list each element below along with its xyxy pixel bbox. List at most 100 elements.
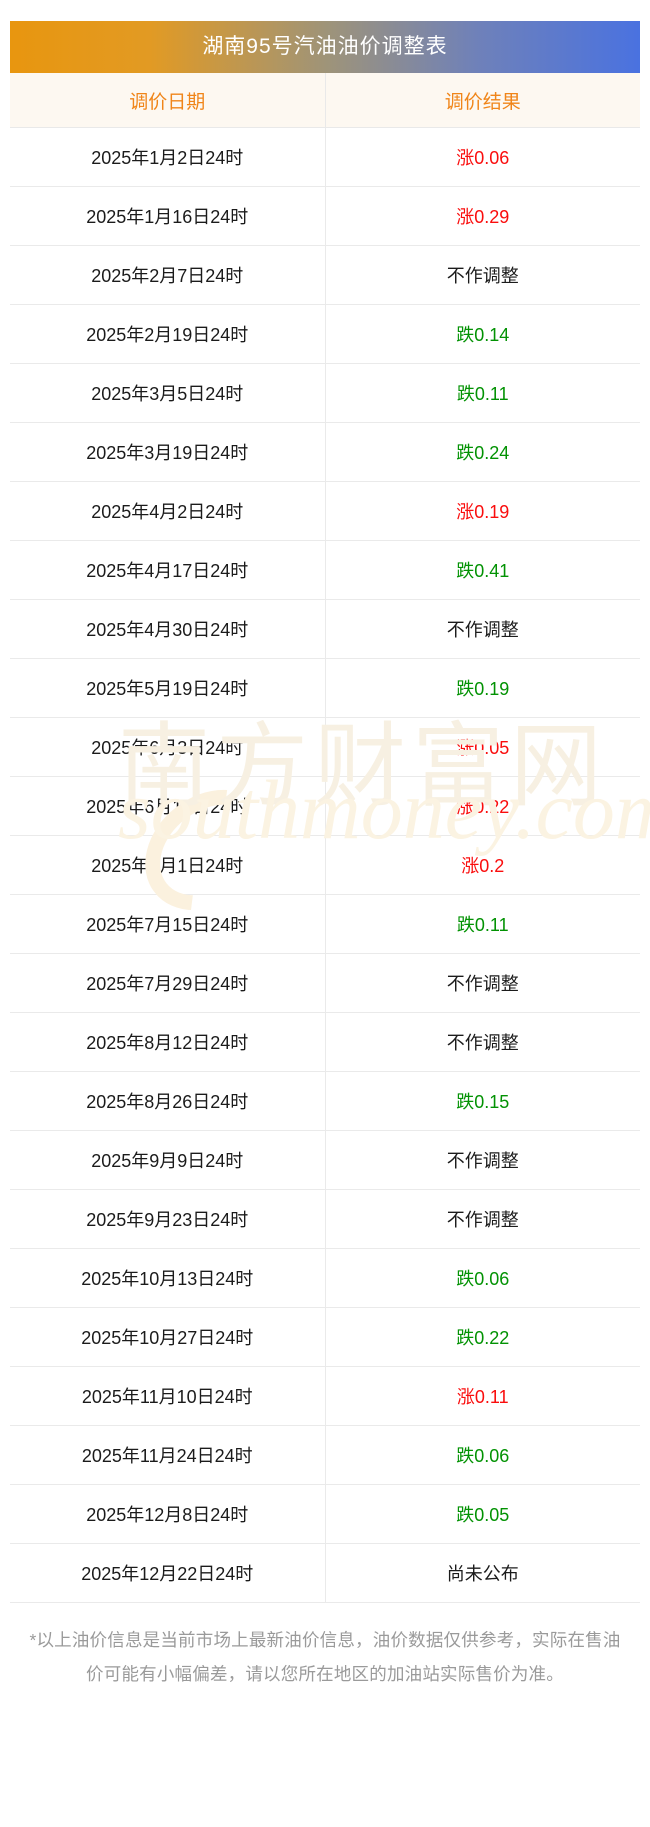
table-row: 2025年2月7日24时 不作调整 [10, 245, 640, 305]
result-value: 涨0.06 [456, 148, 510, 168]
cell-result: 涨0.11 [325, 1366, 640, 1426]
result-value: 跌0.14 [456, 325, 510, 345]
cell-date: 2025年3月19日24时 [10, 422, 326, 482]
table-row: 2025年5月19日24时 跌0.19 [10, 658, 640, 718]
result-value: 跌0.22 [456, 1328, 510, 1348]
cell-date: 2025年4月2日24时 [10, 481, 326, 541]
result-value: 跌0.06 [456, 1269, 510, 1289]
cell-date: 2025年6月17日24时 [10, 776, 326, 836]
cell-date: 2025年7月1日24时 [10, 835, 326, 895]
cell-result: 跌0.05 [325, 1484, 640, 1544]
cell-date: 2025年11月24日24时 [10, 1425, 326, 1485]
table-row: 2025年6月17日24时 涨0.22 [10, 776, 640, 836]
cell-result: 涨0.06 [325, 127, 640, 187]
cell-result: 不作调整 [325, 1012, 640, 1072]
cell-date: 2025年8月12日24时 [10, 1012, 326, 1072]
table-row: 2025年12月22日24时 尚未公布 [10, 1543, 640, 1603]
cell-result: 跌0.41 [325, 540, 640, 600]
table-row: 2025年7月1日24时 涨0.2 [10, 835, 640, 895]
result-value: 跌0.19 [456, 679, 510, 699]
page-root: 南方财富网 southmoney.com 湖南95号汽油油价调整表 调价日期 调… [0, 21, 650, 1827]
cell-date: 2025年9月9日24时 [10, 1130, 326, 1190]
result-value: 涨0.29 [456, 207, 510, 227]
result-value: 不作调整 [446, 1210, 519, 1230]
result-value: 涨0.19 [456, 502, 510, 522]
result-value: 跌0.11 [456, 915, 509, 935]
result-value: 跌0.15 [456, 1092, 510, 1112]
table-row: 2025年10月27日24时 跌0.22 [10, 1307, 640, 1367]
cell-date: 2025年12月8日24时 [10, 1484, 326, 1544]
table-row: 2025年7月15日24时 跌0.11 [10, 894, 640, 954]
result-value: 尚未公布 [446, 1564, 519, 1584]
cell-date: 2025年7月29日24时 [10, 953, 326, 1013]
table-row: 2025年8月26日24时 跌0.15 [10, 1071, 640, 1131]
result-value: 涨0.11 [456, 1387, 509, 1407]
cell-date: 2025年1月16日24时 [10, 186, 326, 246]
cell-result: 跌0.11 [325, 363, 640, 423]
result-value: 不作调整 [446, 1033, 519, 1053]
table-row: 2025年2月19日24时 跌0.14 [10, 304, 640, 364]
cell-result: 不作调整 [325, 953, 640, 1013]
table-row: 2025年4月30日24时 不作调整 [10, 599, 640, 659]
result-value: 不作调整 [446, 974, 519, 994]
table-row: 2025年3月19日24时 跌0.24 [10, 422, 640, 482]
cell-result: 不作调整 [325, 1189, 640, 1249]
price-adjustment-table: 调价日期 调价结果 2025年1月2日24时 涨0.06 2025年1月16日24时… [10, 73, 640, 1603]
cell-result: 跌0.19 [325, 658, 640, 718]
result-value: 不作调整 [446, 1151, 519, 1171]
table-row: 2025年9月9日24时 不作调整 [10, 1130, 640, 1190]
table-body: 2025年1月2日24时 涨0.06 2025年1月16日24时 涨0.29 2025年… [10, 127, 640, 1603]
cell-date: 2025年7月15日24时 [10, 894, 326, 954]
table-row: 2025年10月13日24时 跌0.06 [10, 1248, 640, 1308]
table-row: 2025年4月17日24时 跌0.41 [10, 540, 640, 600]
cell-result: 不作调整 [325, 1130, 640, 1190]
result-value: 涨0.05 [456, 738, 510, 758]
cell-date: 2025年5月19日24时 [10, 658, 326, 718]
cell-date: 2025年10月13日24时 [10, 1248, 326, 1308]
cell-result: 尚未公布 [325, 1543, 640, 1603]
cell-date: 2025年1月2日24时 [10, 127, 326, 187]
result-value: 不作调整 [446, 620, 519, 640]
cell-result: 不作调整 [325, 245, 640, 305]
cell-date: 2025年10月27日24时 [10, 1307, 326, 1367]
table-row: 2025年1月2日24时 涨0.06 [10, 127, 640, 187]
cell-result: 涨0.22 [325, 776, 640, 836]
table-row: 2025年7月29日24时 不作调整 [10, 953, 640, 1013]
cell-result: 跌0.24 [325, 422, 640, 482]
result-value: 跌0.24 [456, 443, 510, 463]
cell-result: 跌0.06 [325, 1425, 640, 1485]
cell-date: 2025年8月26日24时 [10, 1071, 326, 1131]
result-value: 涨0.2 [461, 856, 505, 876]
table-head: 调价日期 调价结果 [10, 73, 640, 128]
result-value: 不作调整 [446, 266, 519, 286]
page-title: 湖南95号汽油油价调整表 [10, 21, 640, 73]
result-value: 涨0.22 [456, 797, 510, 817]
column-header-result: 调价结果 [325, 73, 640, 128]
result-value: 跌0.06 [456, 1446, 510, 1466]
cell-date: 2025年4月30日24时 [10, 599, 326, 659]
table-row: 2025年9月23日24时 不作调整 [10, 1189, 640, 1249]
result-value: 跌0.41 [456, 561, 510, 581]
column-header-date: 调价日期 [10, 73, 326, 128]
table-row: 2025年12月8日24时 跌0.05 [10, 1484, 640, 1544]
cell-result: 跌0.15 [325, 1071, 640, 1131]
cell-result: 涨0.2 [325, 835, 640, 895]
cell-result: 不作调整 [325, 599, 640, 659]
cell-date: 2025年3月5日24时 [10, 363, 326, 423]
result-value: 跌0.11 [456, 384, 509, 404]
table-row: 2025年6月3日24时 涨0.05 [10, 717, 640, 777]
cell-date: 2025年9月23日24时 [10, 1189, 326, 1249]
table-row: 2025年3月5日24时 跌0.11 [10, 363, 640, 423]
cell-result: 跌0.11 [325, 894, 640, 954]
cell-result: 涨0.05 [325, 717, 640, 777]
cell-date: 2025年2月19日24时 [10, 304, 326, 364]
cell-result: 涨0.19 [325, 481, 640, 541]
cell-date: 2025年4月17日24时 [10, 540, 326, 600]
cell-result: 跌0.06 [325, 1248, 640, 1308]
cell-date: 2025年2月7日24时 [10, 245, 326, 305]
cell-result: 涨0.29 [325, 186, 640, 246]
table-row: 2025年11月10日24时 涨0.11 [10, 1366, 640, 1426]
cell-result: 跌0.14 [325, 304, 640, 364]
footnote: *以上油价信息是当前市场上最新油价信息，油价数据仅供参考，实际在售油价可能有小幅… [29, 1630, 621, 1684]
table-row: 2025年11月24日24时 跌0.06 [10, 1425, 640, 1485]
